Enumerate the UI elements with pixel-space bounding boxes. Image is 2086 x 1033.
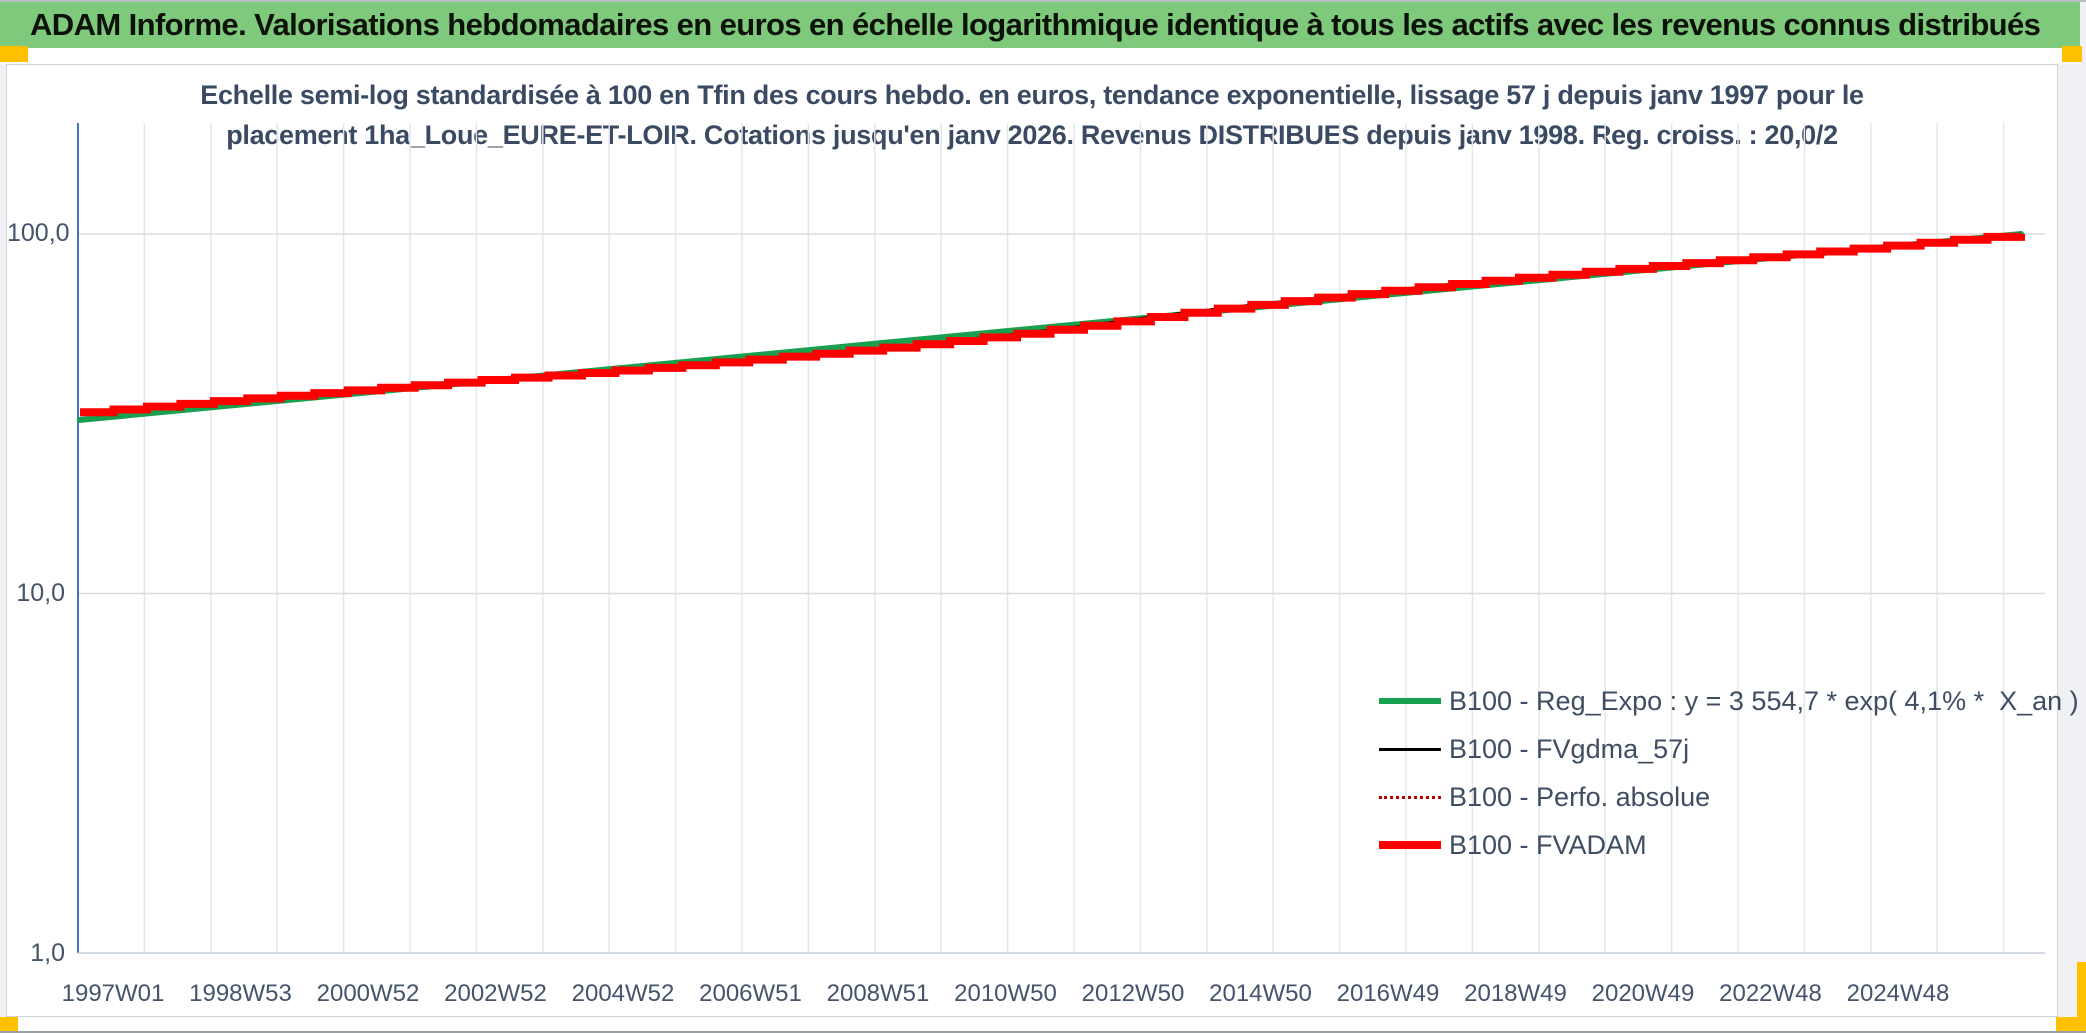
corner-square-top-right bbox=[2062, 46, 2082, 62]
x-axis-tick: 2016W49 bbox=[1336, 980, 1440, 1007]
x-axis-tick: 2004W52 bbox=[571, 980, 675, 1007]
x-axis-tick: 2018W49 bbox=[1464, 980, 1567, 1007]
x-axis-tick: 2006W51 bbox=[699, 980, 802, 1007]
chart-title-line1: Echelle semi-log standardisée à 100 en T… bbox=[200, 80, 1864, 110]
corner-square-bottom-left bbox=[0, 1017, 18, 1031]
x-axis-tick: 2010W50 bbox=[954, 980, 1057, 1007]
legend-label: B100 - FVADAM bbox=[1449, 829, 1647, 860]
green-trend-line-icon bbox=[1379, 698, 1441, 704]
y-axis-tick-10: 10,0 bbox=[16, 579, 65, 607]
red-thick-line-icon bbox=[1379, 841, 1441, 849]
header-underlay-strip bbox=[0, 48, 2082, 64]
legend-item-fvgdma: B100 - FVgdma_57j bbox=[1379, 725, 2079, 773]
legend-label: B100 - FVgdma_57j bbox=[1449, 733, 1690, 764]
corner-square-bottom-right bbox=[2056, 1017, 2082, 1031]
legend-label: B100 - Perfo. absolue bbox=[1449, 781, 1711, 812]
legend-label: B100 - Reg_Expo : y = 3 554,7 * exp( 4,1… bbox=[1449, 685, 2079, 716]
chart-card: Echelle semi-log standardisée à 100 en T… bbox=[6, 64, 2079, 1017]
red-dotted-line-icon bbox=[1379, 795, 1441, 799]
x-axis-tick: 2022W48 bbox=[1719, 980, 1822, 1007]
corner-square-top-left bbox=[0, 46, 28, 62]
y-axis-tick-100: 100,0 bbox=[7, 219, 70, 247]
top-border-line bbox=[0, 0, 2086, 2]
x-axis-tick: 2000W52 bbox=[316, 980, 420, 1007]
x-axis-tick: 1998W53 bbox=[189, 980, 292, 1007]
black-line-icon bbox=[1379, 747, 1441, 751]
x-axis-tick: 2024W48 bbox=[1846, 980, 1950, 1007]
x-axis-tick: 2002W52 bbox=[444, 980, 547, 1007]
x-axis-tick: 2012W50 bbox=[1081, 980, 1185, 1007]
chart-title-line2: placement 1ha_Loue_EURE-ET-LOIR. Cotatio… bbox=[226, 120, 1838, 150]
bottom-border-line bbox=[0, 1031, 2086, 1033]
x-axis-tick: 2008W51 bbox=[826, 980, 930, 1007]
legend-item-perfo-absolue: B100 - Perfo. absolue bbox=[1379, 773, 2079, 821]
legend-item-reg-expo: B100 - Reg_Expo : y = 3 554,7 * exp( 4,1… bbox=[1379, 677, 2079, 725]
right-edge-orange-strip bbox=[2077, 962, 2086, 1031]
x-axis-tick: 2020W49 bbox=[1591, 980, 1695, 1007]
chart-plot bbox=[77, 123, 2045, 954]
chart-legend: B100 - Reg_Expo : y = 3 554,7 * exp( 4,1… bbox=[1379, 677, 2079, 869]
legend-item-fvadam: B100 - FVADAM bbox=[1379, 821, 2079, 869]
header-title: ADAM Informe. Valorisations hebdomadaire… bbox=[30, 7, 2041, 42]
x-axis-tick: 1997W01 bbox=[61, 980, 165, 1007]
chart-title: Echelle semi-log standardisée à 100 en T… bbox=[7, 75, 2057, 155]
header-bar: ADAM Informe. Valorisations hebdomadaire… bbox=[0, 2, 2080, 48]
x-axis-tick: 2014W50 bbox=[1209, 980, 1312, 1007]
y-axis-tick-1: 1,0 bbox=[30, 939, 65, 967]
bottom-band bbox=[0, 1017, 2086, 1031]
